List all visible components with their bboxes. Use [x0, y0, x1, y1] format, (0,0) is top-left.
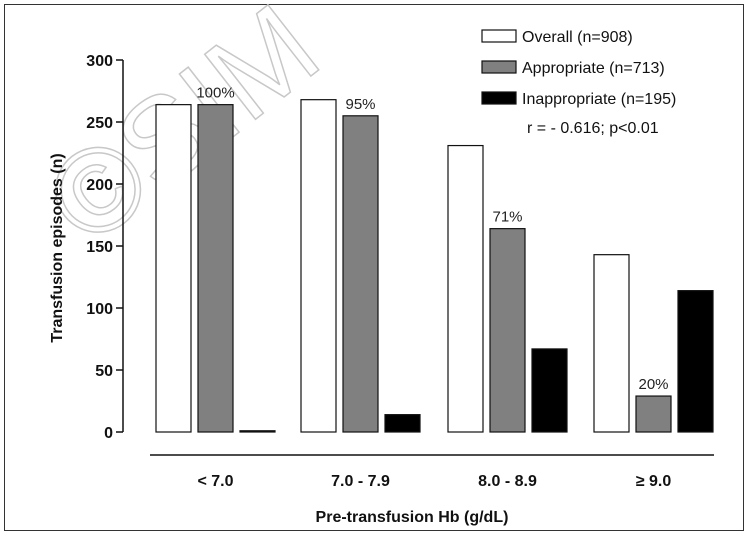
- y-tick-label: 250: [86, 115, 113, 132]
- y-tick-label: 300: [86, 53, 113, 70]
- bar-percent-label: 20%: [638, 376, 668, 393]
- bar-appropriate: [635, 395, 672, 433]
- bar-appropriate: [197, 104, 234, 433]
- y-tick-label: 100: [86, 301, 113, 318]
- x-category-label: 7.0 - 7.9: [331, 473, 390, 490]
- y-tick-label: 50: [95, 363, 113, 380]
- bar-overall: [300, 99, 337, 433]
- x-axis-title: Pre-transfusion Hb (g/dL): [316, 509, 509, 526]
- legend-swatch-inappropriate: [481, 91, 517, 105]
- bar-percent-label: 95%: [345, 96, 375, 113]
- bar-overall: [155, 104, 192, 433]
- legend: Overall (n=908) Appropriate (n=713) Inappr…: [481, 29, 676, 108]
- y-tick-label: 0: [104, 425, 113, 442]
- legend-swatch-appropriate: [481, 60, 517, 74]
- bar-percent-labels: 100% 95% 71% 20%: [196, 85, 668, 393]
- legend-label-overall: Overall (n=908): [522, 29, 633, 46]
- y-axis-title: Transfusion episodes (n): [49, 153, 66, 342]
- x-category-label: ≥ 9.0: [636, 473, 672, 490]
- bar-overall: [447, 144, 484, 433]
- x-category-label: < 7.0: [197, 473, 233, 490]
- bar-appropriate: [342, 115, 379, 433]
- legend-swatch-overall: [481, 29, 517, 43]
- category-labels: < 7.0 7.0 - 7.9 8.0 - 8.9 ≥ 9.0: [197, 473, 671, 490]
- bar-inappropriate: [677, 290, 714, 433]
- bar-inappropriate: [531, 348, 568, 433]
- legend-label-inappropriate: Inappropriate (n=195): [522, 91, 676, 108]
- stat-annotation: r = - 0.616; p<0.01: [527, 120, 659, 137]
- y-tick-label: 150: [86, 239, 113, 256]
- axes: 0 50 100 150 200 250 300: [86, 53, 714, 456]
- bar-inappropriate: [384, 414, 421, 433]
- x-category-label: 8.0 - 8.9: [478, 473, 537, 490]
- legend-label-appropriate: Appropriate (n=713): [522, 60, 665, 77]
- y-tick-label: 200: [86, 177, 113, 194]
- bar-appropriate: [489, 228, 526, 433]
- bar-percent-label: 71%: [492, 209, 522, 226]
- bar-overall: [593, 254, 630, 433]
- bar-inappropriate: [239, 430, 276, 433]
- bar-percent-label: 100%: [196, 85, 234, 102]
- bars: [155, 99, 714, 433]
